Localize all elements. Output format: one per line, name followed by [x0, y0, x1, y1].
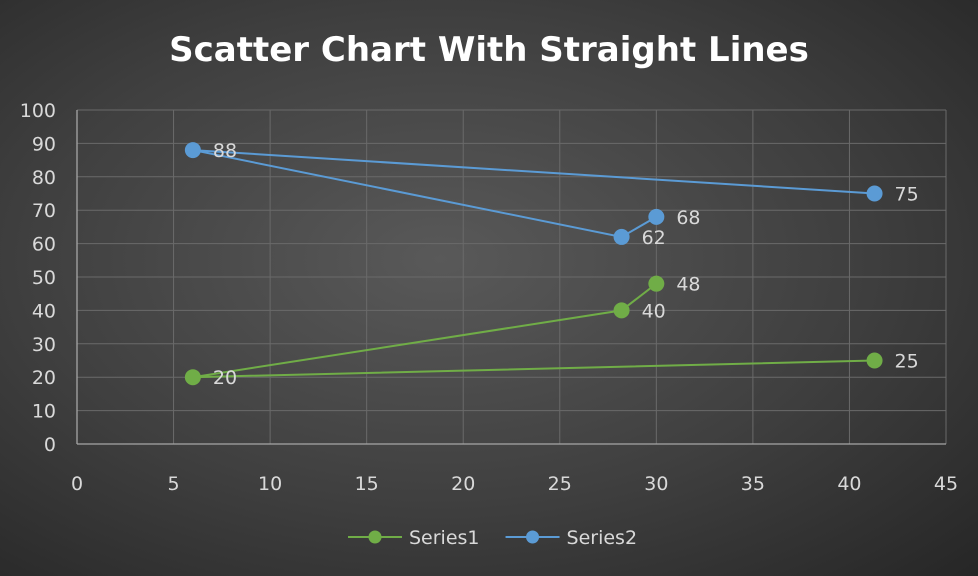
legend-label: Series1 — [409, 527, 480, 549]
data-label: 25 — [895, 351, 919, 373]
x-tick-label: 45 — [934, 473, 958, 495]
y-tick-label: 100 — [20, 100, 56, 122]
chart-title: Scatter Chart With Straight Lines — [169, 30, 809, 70]
data-point — [866, 185, 883, 202]
y-tick-label: 90 — [32, 133, 56, 155]
x-tick-label: 0 — [71, 473, 83, 495]
data-point — [648, 208, 665, 225]
data-label: 75 — [895, 184, 919, 206]
y-tick-label: 20 — [32, 367, 56, 389]
legend-marker — [526, 530, 540, 544]
data-label: 20 — [213, 367, 237, 389]
y-tick-label: 70 — [32, 200, 56, 222]
data-point — [648, 275, 665, 292]
y-tick-label: 0 — [44, 434, 56, 456]
x-tick-label: 35 — [741, 473, 765, 495]
y-tick-label: 10 — [32, 401, 56, 423]
data-labels: 25 20 40 48 75 88 62 68 — [213, 140, 919, 389]
x-tick-label: 5 — [168, 473, 180, 495]
axes: 0 10 20 30 40 50 60 70 80 90 100 0 5 10 15 20 25 30 35 40 45 — [20, 100, 958, 495]
x-tick-label: 40 — [837, 473, 861, 495]
legend: Series1 Series2 — [348, 527, 637, 549]
series-line-1 — [192, 282, 875, 379]
data-point — [613, 302, 630, 319]
data-label: 48 — [676, 274, 700, 296]
gridlines — [77, 109, 947, 444]
data-label: 62 — [642, 227, 666, 249]
data-point — [866, 352, 883, 369]
series-layer — [184, 142, 883, 386]
data-label: 40 — [642, 300, 666, 322]
y-tick-label: 60 — [32, 234, 56, 256]
data-point — [184, 369, 201, 386]
data-point — [613, 228, 630, 245]
x-tick-label: 15 — [355, 473, 379, 495]
data-label: 88 — [213, 140, 237, 162]
y-tick-label: 30 — [32, 334, 56, 356]
x-tick-label: 20 — [451, 473, 475, 495]
series-line-2 — [192, 149, 875, 238]
y-tick-label: 50 — [32, 267, 56, 289]
y-tick-label: 40 — [32, 300, 56, 322]
x-tick-label: 25 — [548, 473, 572, 495]
data-label: 68 — [676, 207, 700, 229]
data-point — [184, 142, 201, 159]
legend-label: Series2 — [567, 527, 638, 549]
x-tick-label: 10 — [258, 473, 282, 495]
x-tick-label: 30 — [644, 473, 668, 495]
legend-marker — [368, 530, 382, 544]
y-tick-label: 80 — [32, 167, 56, 189]
